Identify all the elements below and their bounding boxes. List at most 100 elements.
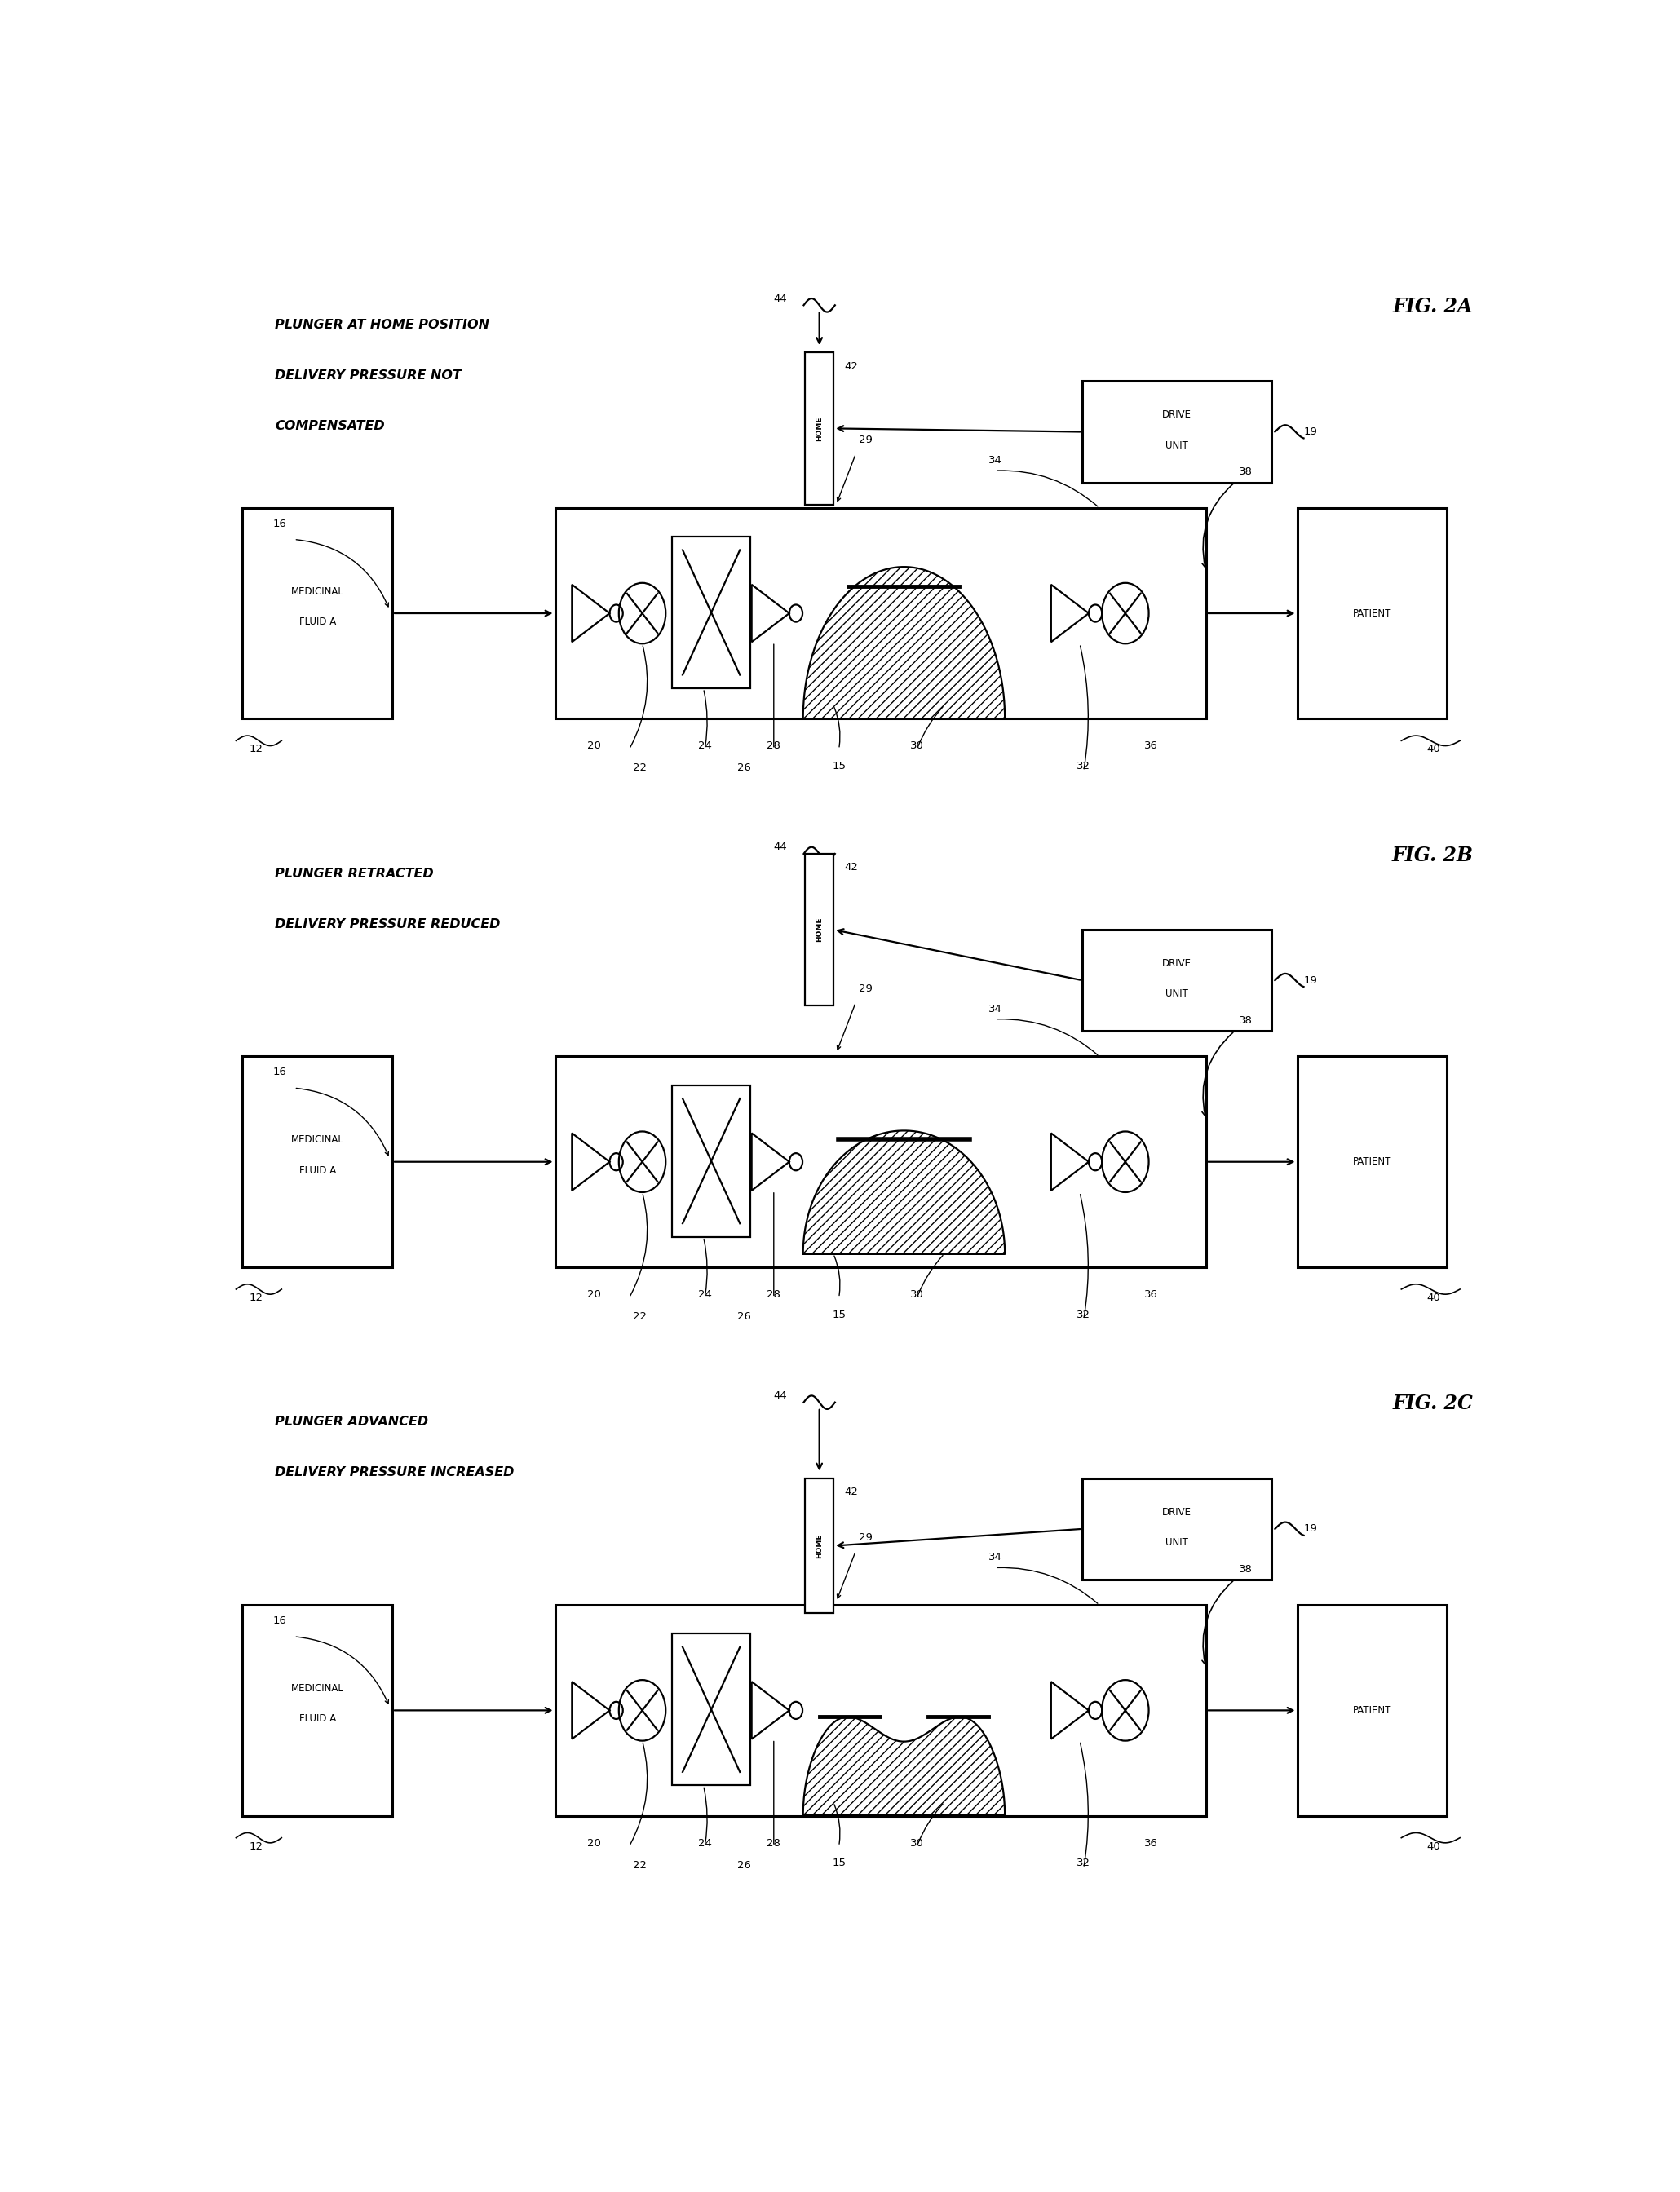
Polygon shape [803,568,1005,719]
Bar [242,509,393,719]
Bar [242,1605,393,1815]
Text: 19: 19 [1304,427,1317,436]
Text: FIG. 2A: FIG. 2A [1393,296,1473,316]
Bar [672,1633,751,1786]
Text: DRIVE: DRIVE [1163,1506,1191,1517]
Text: DRIVE: DRIVE [1163,958,1191,969]
Bar [805,855,833,1006]
Text: FLUID A: FLUID A [299,1714,336,1725]
Text: 44: 44 [773,842,786,853]
Polygon shape [803,1131,1005,1254]
Text: MEDICINAL: MEDICINAL [291,585,344,596]
Text: FLUID A: FLUID A [299,616,336,627]
Text: 22: 22 [633,1859,647,1870]
Text: 16: 16 [274,1616,287,1626]
Text: 28: 28 [766,1837,781,1848]
Text: 34: 34 [988,1004,1001,1015]
Text: 19: 19 [1304,975,1317,986]
Text: 15: 15 [832,1859,845,1868]
Text: 36: 36 [1144,1837,1158,1848]
Text: 38: 38 [1238,467,1252,478]
Text: 12: 12 [249,1841,264,1852]
Bar [805,353,833,504]
Text: HOME: HOME [816,1534,823,1559]
Text: DELIVERY PRESSURE REDUCED: DELIVERY PRESSURE REDUCED [276,918,501,929]
Text: MEDICINAL: MEDICINAL [291,1135,344,1144]
Text: 29: 29 [858,984,872,995]
Bar [1082,381,1272,482]
Bar [1082,929,1272,1030]
Bar [554,1605,1206,1815]
Text: 30: 30 [911,1289,924,1300]
Text: 15: 15 [832,1309,845,1320]
Text: 24: 24 [697,1837,712,1848]
Text: 34: 34 [988,456,1001,465]
Text: MEDICINAL: MEDICINAL [291,1683,344,1694]
Text: 28: 28 [766,1289,781,1300]
Text: 16: 16 [274,1068,287,1078]
Bar [1297,509,1446,719]
Text: DELIVERY PRESSURE NOT: DELIVERY PRESSURE NOT [276,370,462,381]
Bar [554,509,1206,719]
Text: PLUNGER RETRACTED: PLUNGER RETRACTED [276,868,433,879]
Text: DELIVERY PRESSURE INCREASED: DELIVERY PRESSURE INCREASED [276,1466,514,1480]
Text: 15: 15 [832,761,845,772]
Text: 32: 32 [1077,1859,1090,1868]
Text: UNIT: UNIT [1166,989,1188,1000]
Bar [242,1057,393,1267]
Text: UNIT: UNIT [1166,441,1188,452]
Text: HOME: HOME [816,916,823,943]
Bar [805,1477,833,1613]
Text: 44: 44 [773,294,786,305]
Text: 28: 28 [766,741,781,752]
Text: 38: 38 [1238,1563,1252,1574]
Text: 44: 44 [773,1390,786,1401]
Text: 32: 32 [1077,761,1090,772]
Text: 42: 42 [843,1486,858,1497]
Text: 29: 29 [858,1532,872,1543]
Text: 22: 22 [633,1311,647,1322]
Polygon shape [803,1716,1005,1815]
Bar [672,537,751,688]
Text: 40: 40 [1426,743,1440,754]
Text: 16: 16 [274,517,287,528]
Text: UNIT: UNIT [1166,1537,1188,1548]
Text: 36: 36 [1144,741,1158,752]
Text: PLUNGER ADVANCED: PLUNGER ADVANCED [276,1416,428,1427]
Text: 20: 20 [588,1289,601,1300]
Text: 30: 30 [911,1837,924,1848]
Text: PLUNGER AT HOME POSITION: PLUNGER AT HOME POSITION [276,318,489,331]
Text: COMPENSATED: COMPENSATED [276,421,385,432]
Text: 26: 26 [738,1859,751,1870]
Text: 42: 42 [843,861,858,872]
Text: 32: 32 [1077,1309,1090,1320]
Text: 36: 36 [1144,1289,1158,1300]
Text: 40: 40 [1426,1293,1440,1304]
Text: 29: 29 [858,434,872,445]
Bar [1297,1605,1446,1815]
Text: 24: 24 [697,741,712,752]
Text: 12: 12 [249,743,264,754]
Text: 20: 20 [588,1837,601,1848]
Text: FIG. 2B: FIG. 2B [1391,846,1473,866]
Text: 20: 20 [588,741,601,752]
Text: 24: 24 [697,1289,712,1300]
Text: 34: 34 [988,1552,1001,1563]
Text: 30: 30 [911,741,924,752]
Bar [554,1057,1206,1267]
Text: 22: 22 [633,763,647,774]
Text: 38: 38 [1238,1015,1252,1026]
Text: PATIENT: PATIENT [1352,607,1391,618]
Text: 19: 19 [1304,1523,1317,1534]
Text: PATIENT: PATIENT [1352,1157,1391,1166]
Bar [1297,1057,1446,1267]
Text: FIG. 2C: FIG. 2C [1393,1394,1473,1414]
Text: 40: 40 [1426,1841,1440,1852]
Text: FLUID A: FLUID A [299,1164,336,1175]
Bar [1082,1477,1272,1580]
Bar [672,1085,751,1236]
Text: DRIVE: DRIVE [1163,410,1191,421]
Text: 42: 42 [843,362,858,370]
Text: 12: 12 [249,1293,264,1304]
Text: 26: 26 [738,763,751,774]
